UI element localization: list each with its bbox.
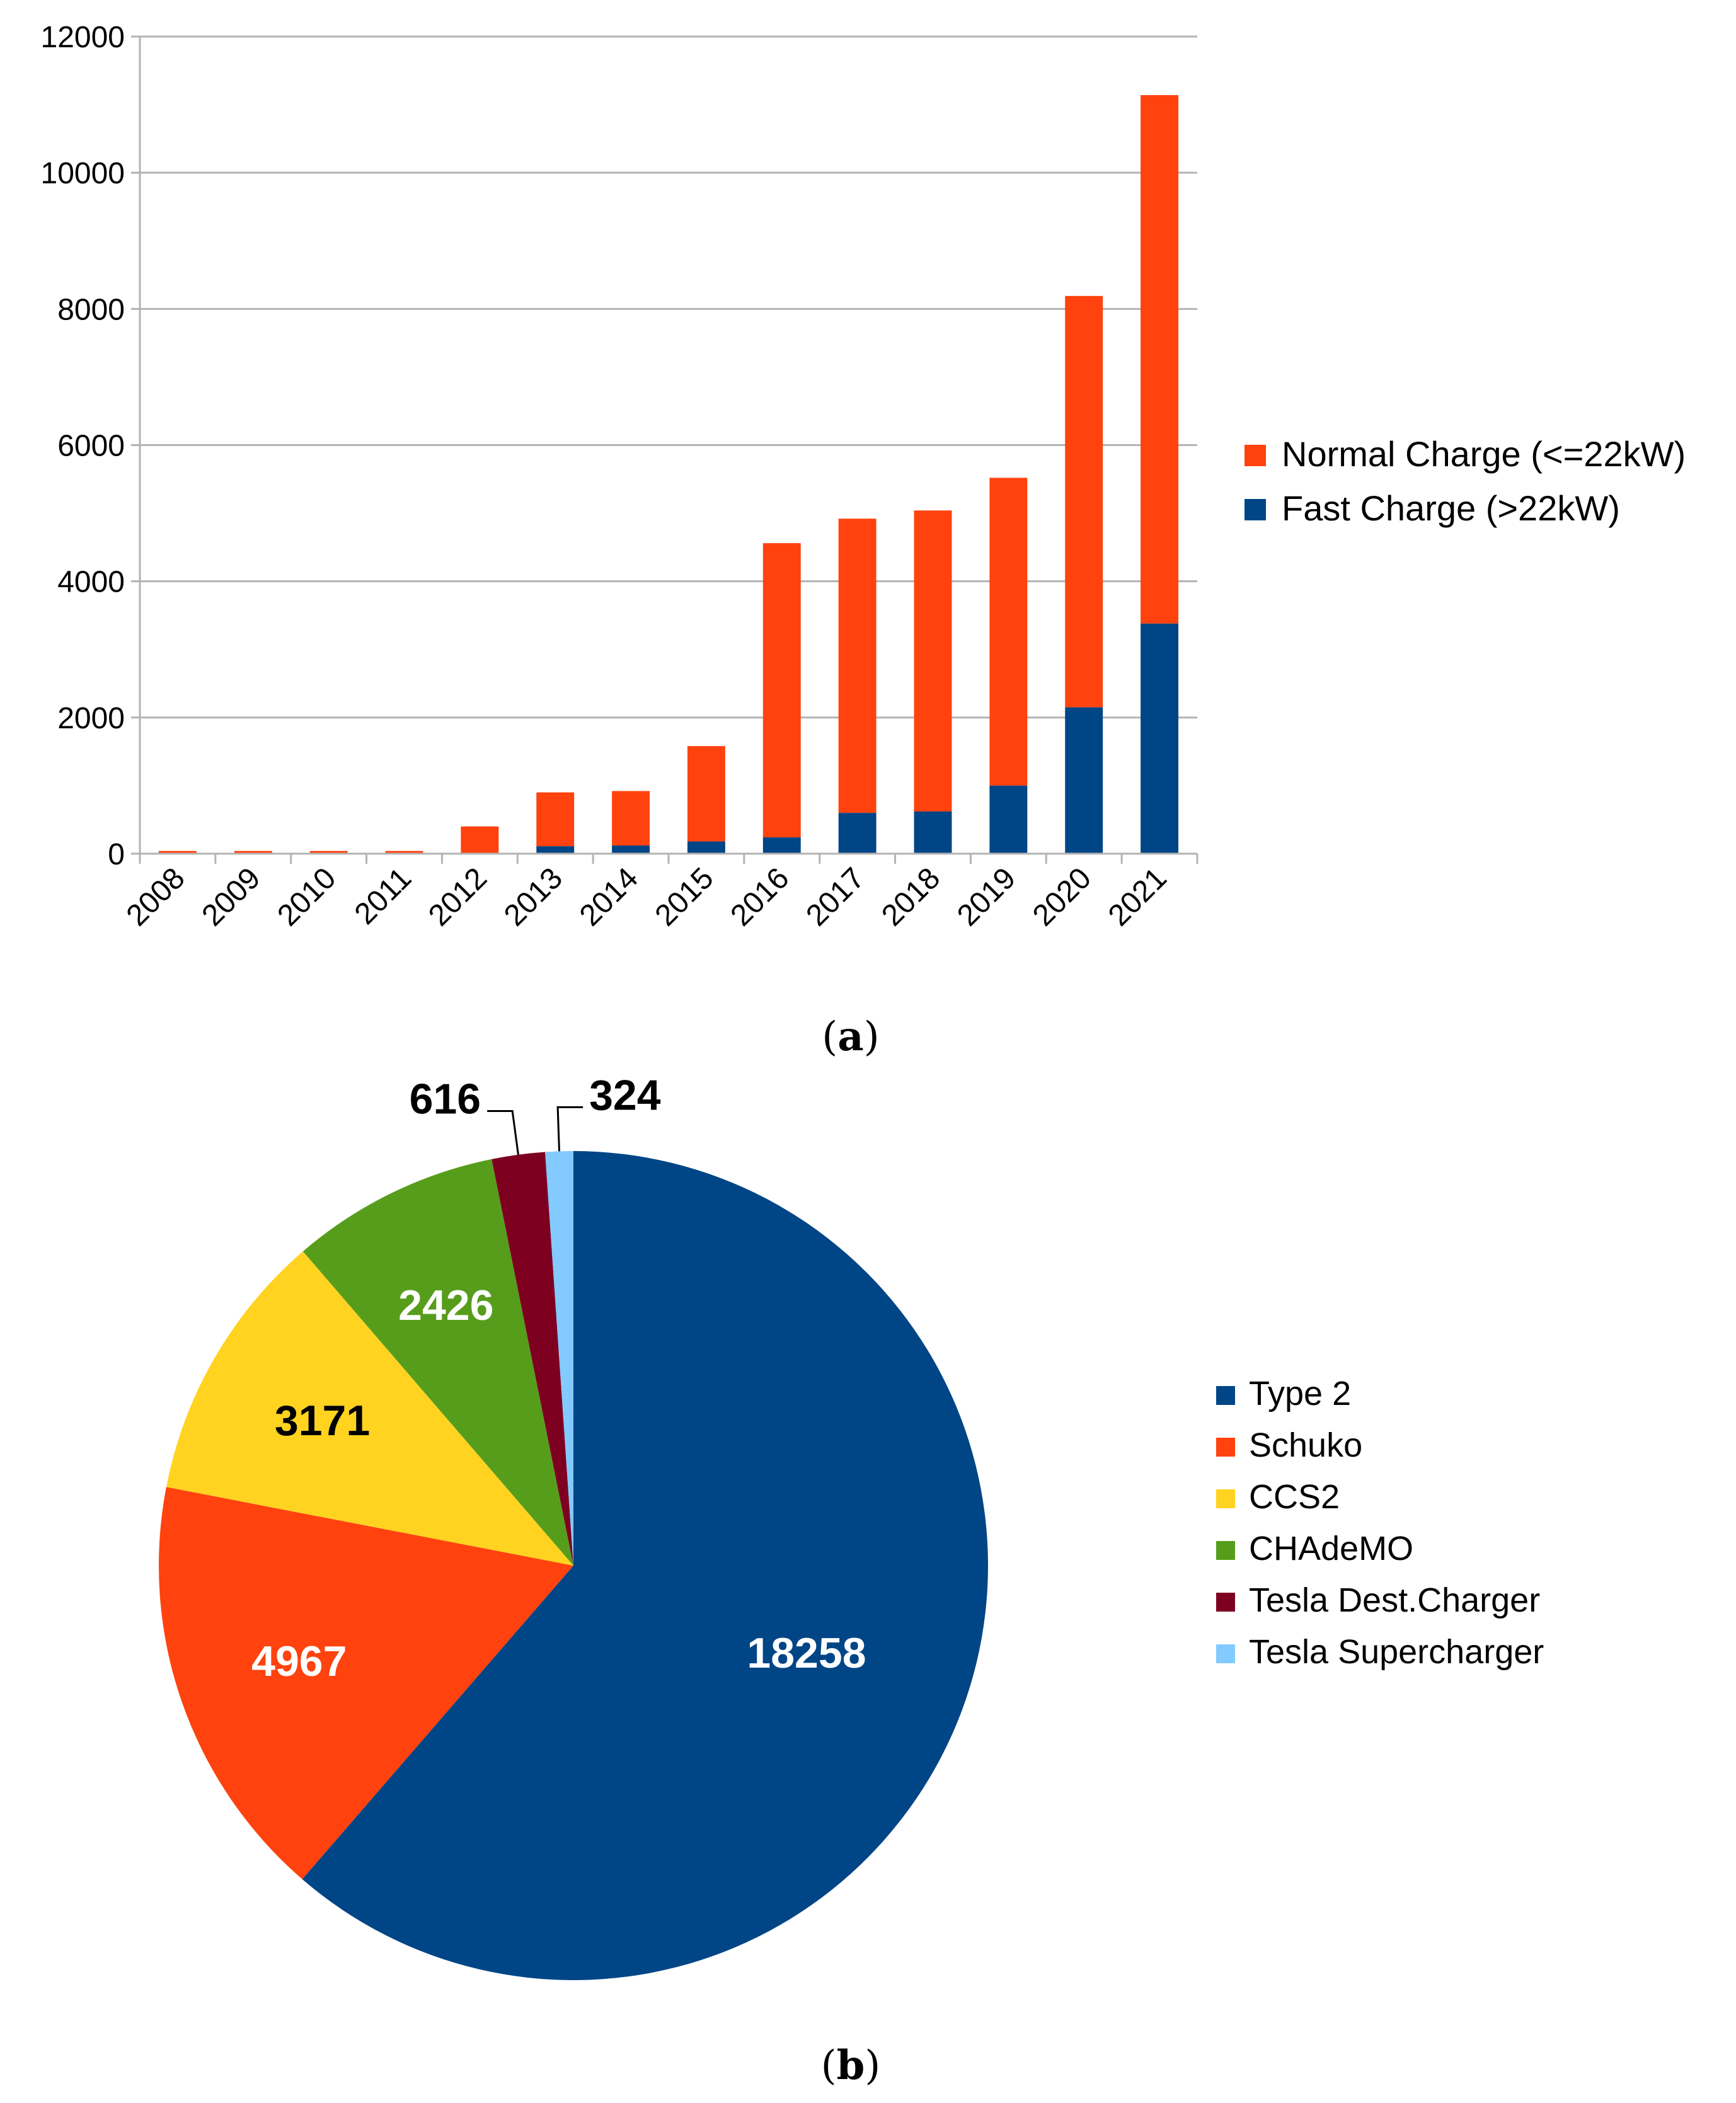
gridlines [140,35,1197,719]
caption-a: (a) [822,1013,879,1060]
x-tick-label: 2015 [649,861,720,932]
bar-fast [687,841,725,854]
bar-normal [1065,295,1103,708]
pie-legend-label: Schuko [1249,1426,1362,1464]
pie-value-label: 616 [410,1075,481,1123]
pie-legend-swatch [1216,1489,1235,1508]
legend-swatch [1245,499,1266,520]
pie-slices [158,1151,989,1980]
y-tick-label: 2000 [57,702,125,735]
x-tick-label: 2016 [725,861,796,932]
bar-chart: 0 2000 4000 6000 8000 10000 12000 2008 2009 2010… [41,21,1686,932]
x-tick-label: 2009 [196,861,267,932]
bar-fast [1141,623,1179,854]
axes [139,37,1199,864]
bar-fast [762,837,801,854]
bar-fast [838,813,877,854]
bars [158,95,1179,854]
x-tick-label: 2018 [875,861,946,932]
legend-swatch [1245,445,1266,466]
leader-lines [487,1106,583,1155]
bar-legend: Normal Charge (<=22kW) Fast Charge (>22kW… [1245,434,1686,528]
pie-value-label: 3171 [275,1397,370,1445]
pie-legend-swatch [1216,1438,1235,1457]
y-tick-label: 8000 [57,293,125,326]
pie-slice-schuko [158,1487,573,1879]
pie-legend-label: Type 2 [1249,1375,1351,1413]
bar-normal [1141,95,1179,624]
x-tick-label: 2013 [498,861,569,932]
pie-legend: Type 2 Schuko CCS2 CHAdeMO Tesla Dest.Charge… [1216,1375,1544,1671]
bar-fast [989,785,1028,854]
pie-legend-swatch [1216,1386,1235,1405]
pie-legend-label: Tesla Dest.Charger [1249,1581,1540,1619]
pie-slice-ccs2 [166,1251,573,1566]
y-tick-label: 4000 [57,566,125,599]
y-tick-label: 10000 [41,157,125,190]
x-tick-label: 2014 [573,861,645,932]
caption-b-label: b [837,2042,865,2089]
pie-legend-swatch [1216,1593,1235,1612]
pie-value-label: 324 [589,1071,661,1119]
bar-normal [158,851,197,854]
x-tick-label: 2012 [422,861,493,932]
pie-slice-chademo [302,1159,573,1566]
legend-label: Normal Charge (<=22kW) [1282,434,1686,474]
bar-normal [385,851,423,854]
y-tick-label: 0 [108,838,125,871]
x-tick-label: 2020 [1026,861,1098,932]
leader-line [556,1106,583,1152]
bar-normal [762,543,801,838]
x-tick-label: 2010 [271,861,342,932]
x-tick-label: 2008 [120,861,192,932]
bar-normal [687,746,725,842]
x-tick-label: 2021 [1102,861,1173,932]
bar-fast [536,846,575,854]
x-axis-ticks: 2008 2009 2010 2011 2012 2013 2014 2015 2016 2017… [120,861,1173,932]
caption-a-label: a [837,1013,863,1060]
bar-normal [309,851,348,854]
pie-value-label: 2426 [398,1281,493,1329]
bar-normal [234,851,272,854]
caption-b: (b) [821,2042,881,2089]
pie-slice-tesla-dest-charger [491,1152,573,1566]
bar-fast [914,811,952,854]
leader-line [487,1109,519,1155]
pie-legend-swatch [1216,1644,1235,1663]
y-tick-label: 12000 [41,21,125,54]
pie-value-label: 4967 [251,1637,347,1685]
bar-normal [536,792,575,847]
pie-legend-label: Tesla Supercharger [1249,1633,1544,1671]
pie-chart: 18258 4967 3171 2426 616 324 Type 2 Schuko CCS2… [158,1071,1544,1980]
pie-value-label: 18258 [747,1629,866,1677]
x-tick-label: 2011 [348,861,418,931]
x-tick-label: 2017 [800,861,871,932]
pie-slice-type-2 [302,1151,989,1980]
bar-normal [612,791,650,846]
y-tick-label: 6000 [57,430,125,463]
bar-normal [461,826,499,853]
pie-legend-label: CCS2 [1249,1478,1340,1516]
bar-normal [838,519,877,813]
bar-normal [989,478,1028,786]
legend-label: Fast Charge (>22kW) [1282,488,1620,528]
pie-legend-swatch [1216,1541,1235,1560]
x-tick-label: 2019 [951,861,1022,932]
bar-fast [612,845,650,854]
bar-normal [914,510,952,811]
y-axis-ticks: 0 2000 4000 6000 8000 10000 12000 [41,21,140,871]
pie-value-labels: 18258 4967 3171 2426 616 324 [251,1071,866,1685]
bar-fast [1065,707,1103,854]
pie-slice-tesla-supercharger [545,1151,573,1566]
pie-legend-label: CHAdeMO [1249,1530,1413,1567]
